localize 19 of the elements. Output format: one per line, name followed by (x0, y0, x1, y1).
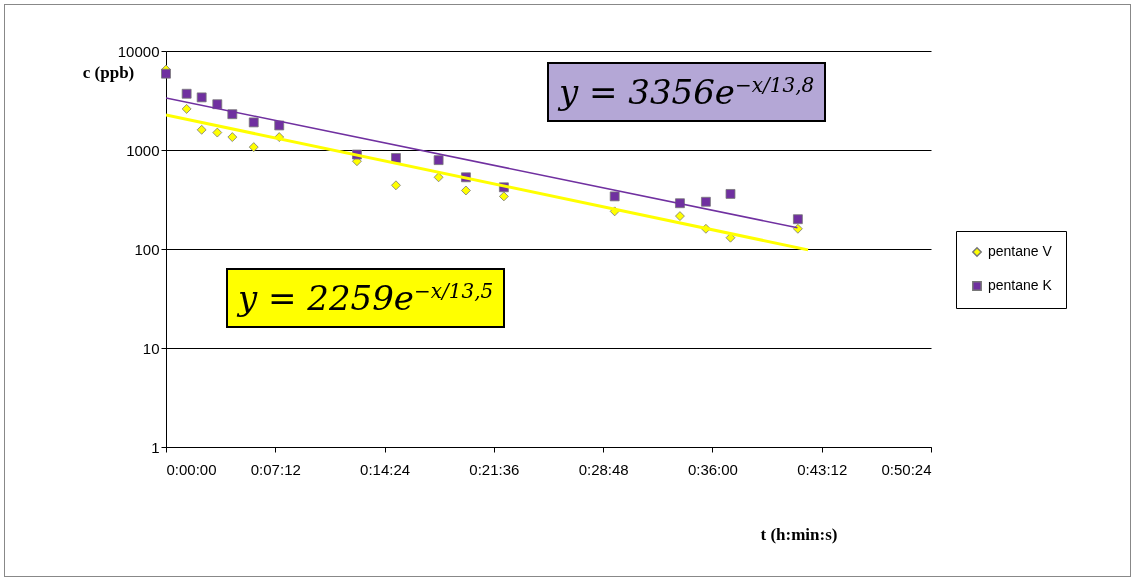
y-tick-label: 100 (134, 240, 160, 258)
x-tick-label: 0:50:24 (881, 460, 932, 478)
y-axis-title: c (ppb) (82, 62, 135, 82)
y-tick-label: 10 (142, 339, 160, 357)
x-tick-label: 0:36:00 (687, 460, 738, 478)
legend-label: pentane K (988, 277, 1053, 293)
y-tick-label: 1 (151, 438, 160, 456)
x-tick-label: 0:28:48 (578, 460, 629, 478)
x-tick-label: 0:21:36 (469, 460, 520, 478)
annotation: y = 3356e$^{−x/13,8}$ (547, 62, 827, 122)
annotation: y = 2259e$^{−x/13,5}$ (226, 268, 506, 328)
x-tick-label: 0:00:00 (166, 460, 217, 478)
x-tick-label: 0:07:12 (250, 460, 301, 478)
x-tick-label: 0:14:24 (360, 460, 411, 478)
y-tick-label: 10000 (117, 42, 160, 60)
x-axis-title: t (h:min:s) (760, 525, 838, 544)
legend-label: pentane V (988, 243, 1053, 259)
x-tick-label: 0:43:12 (797, 460, 848, 478)
y-tick-label: 1000 (126, 141, 160, 159)
